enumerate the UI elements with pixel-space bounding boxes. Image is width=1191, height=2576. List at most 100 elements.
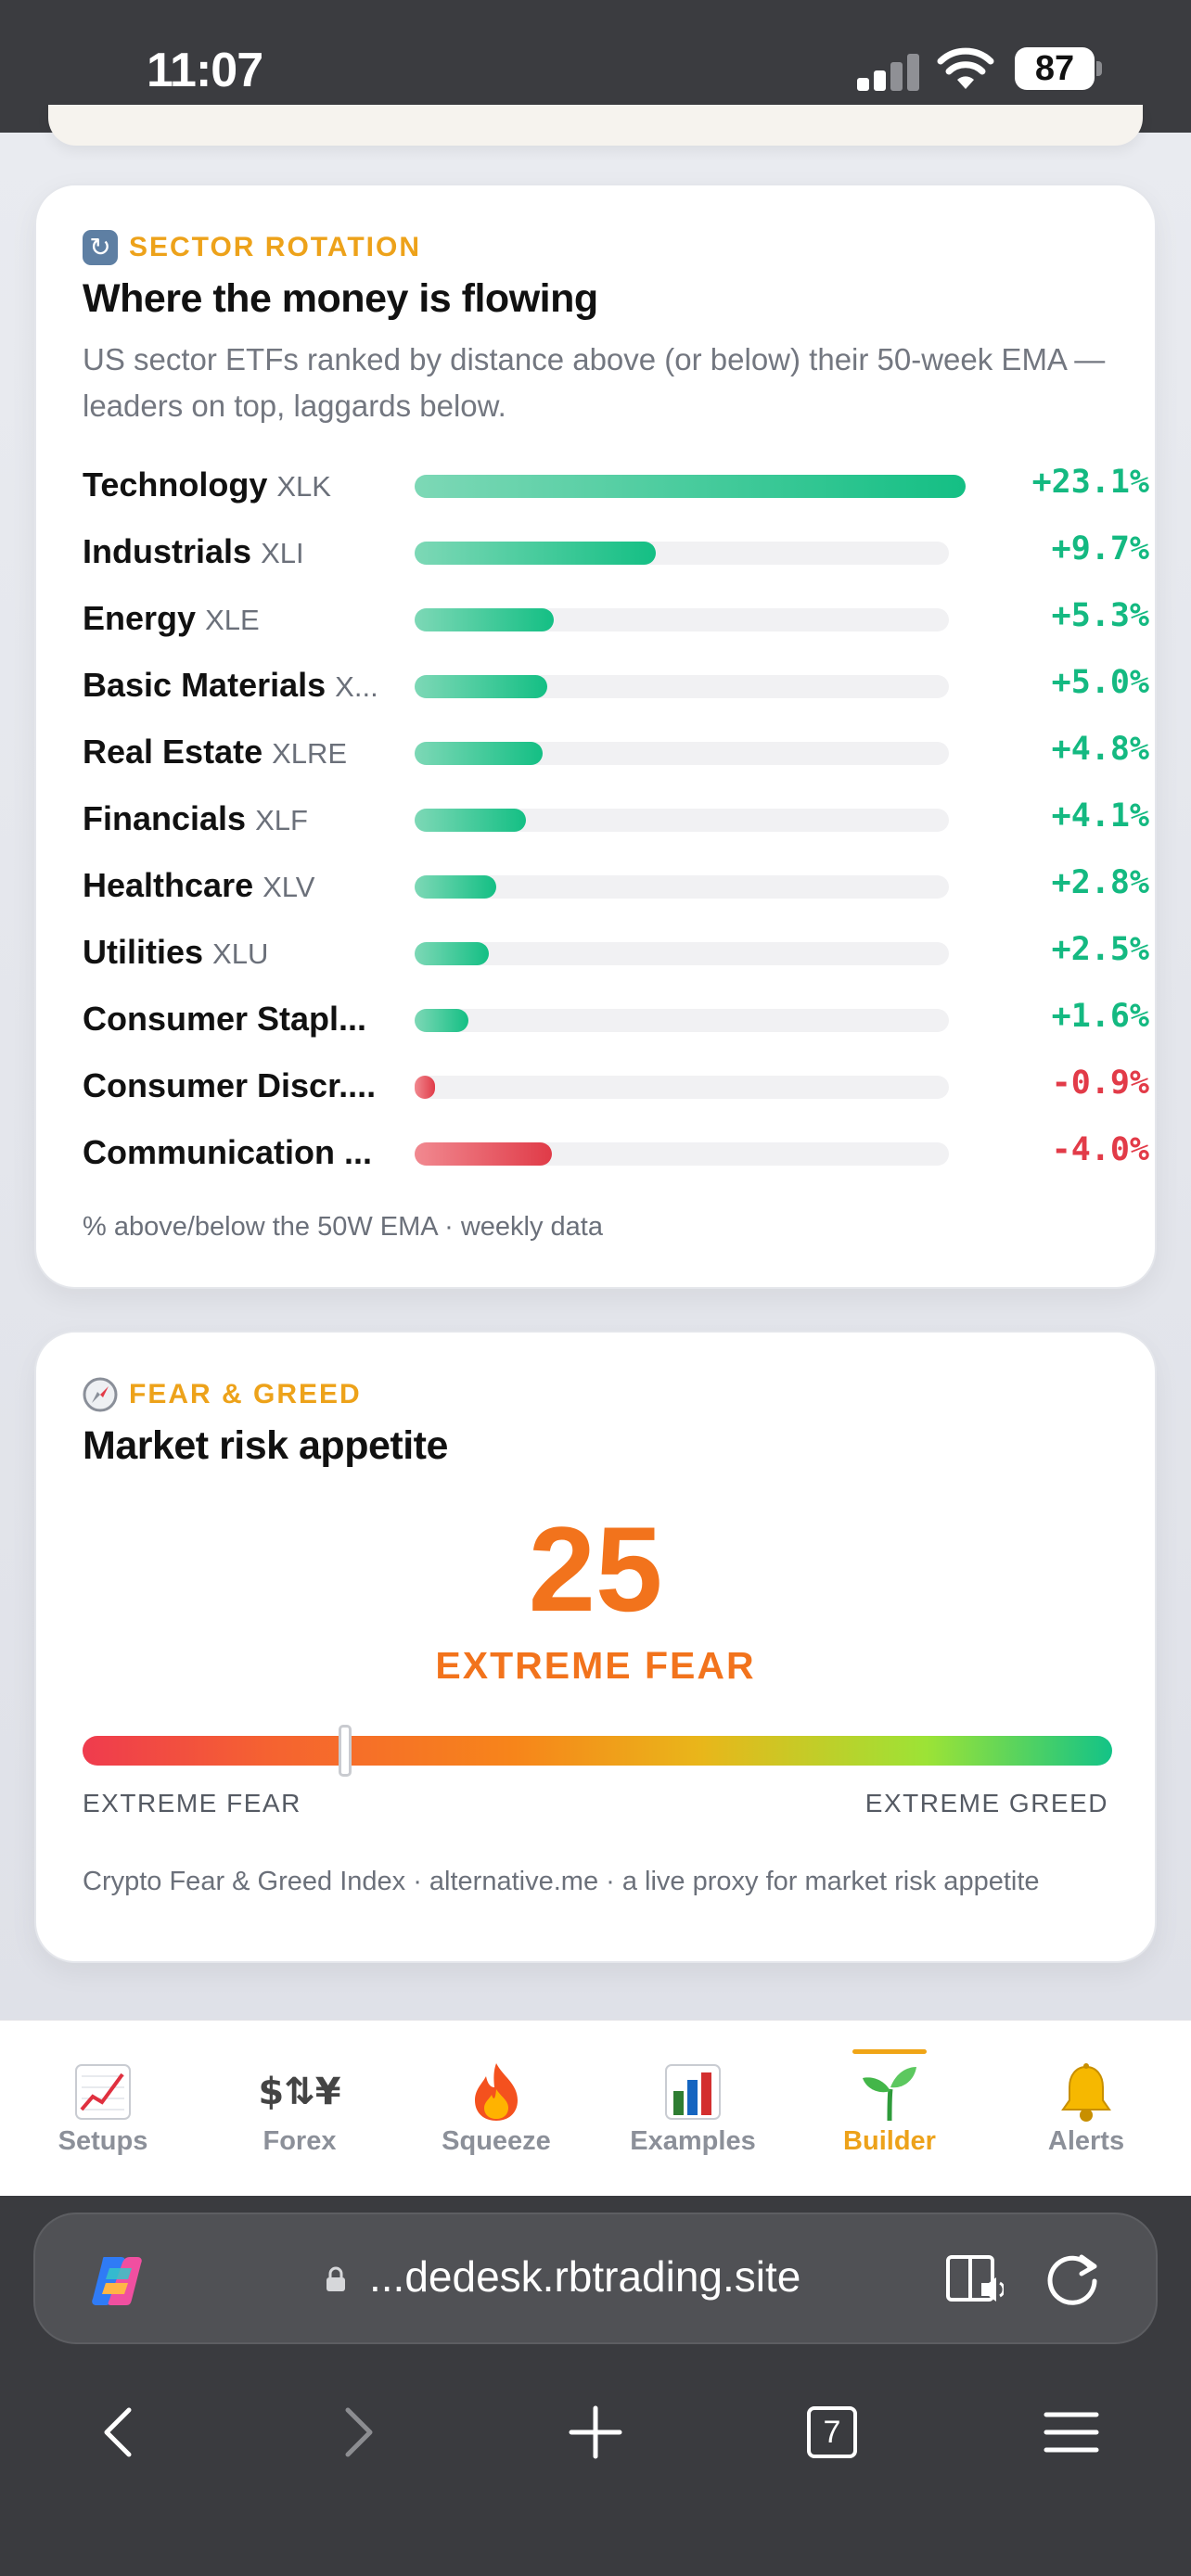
compass-icon bbox=[83, 1377, 118, 1412]
sector-bar bbox=[415, 742, 543, 765]
new-tab-button[interactable] bbox=[554, 2381, 637, 2483]
sector-label: Energy bbox=[83, 599, 197, 637]
sector-label: Basic Materials bbox=[83, 666, 327, 704]
sector-row: Real Estate XLRE +4.8% bbox=[83, 727, 1149, 777]
lock-icon bbox=[327, 2266, 345, 2291]
sector-name: Utilities XLU bbox=[83, 933, 407, 972]
sector-name: Technology XLK bbox=[83, 465, 407, 504]
browser-toolbar: ...dedesk.rbtrading.site 7 bbox=[0, 2196, 1191, 2576]
url-text[interactable]: ...dedesk.rbtrading.site bbox=[369, 2252, 801, 2301]
sector-bar-track bbox=[415, 875, 949, 899]
fear-greed-gauge bbox=[83, 1725, 1112, 1777]
sector-row: Financials XLF +4.1% bbox=[83, 794, 1149, 844]
sector-eyebrow-label: SECTOR ROTATION bbox=[129, 232, 421, 262]
sector-label: Technology bbox=[83, 465, 268, 504]
tab-squeeze-label: Squeeze bbox=[442, 2126, 551, 2156]
sector-value: +4.1% bbox=[1051, 797, 1149, 835]
reload-icon[interactable] bbox=[1044, 2250, 1102, 2307]
bar-chart-icon bbox=[594, 2058, 792, 2126]
sector-bar-track bbox=[415, 608, 949, 631]
fear-greed-note: Crypto Fear & Greed Index · alternative.… bbox=[83, 1867, 1040, 1896]
battery-tip bbox=[1096, 61, 1102, 76]
sector-value: +4.8% bbox=[1051, 731, 1149, 768]
gauge-left-label: EXTREME FEAR bbox=[83, 1789, 301, 1817]
sector-label: Industrials bbox=[83, 532, 252, 570]
sector-row: Utilities XLU +2.5% bbox=[83, 927, 1149, 977]
sector-label: Consumer Discr.... bbox=[83, 1066, 377, 1104]
sector-name: Industrials XLI bbox=[83, 532, 407, 571]
fear-greed-eyebrow: FEAR & GREED bbox=[83, 1377, 362, 1412]
sector-row: Consumer Stapl... +1.6% bbox=[83, 994, 1149, 1044]
sector-value: +1.6% bbox=[1051, 998, 1149, 1035]
sector-row: Communication ... -4.0% bbox=[83, 1128, 1149, 1178]
sector-bar bbox=[415, 475, 966, 498]
sector-bar-track bbox=[415, 675, 949, 698]
status-time: 11:07 bbox=[147, 44, 263, 97]
fear-greed-label: EXTREME FEAR bbox=[435, 1644, 756, 1687]
sector-eyebrow: ↻ SECTOR ROTATION bbox=[83, 230, 421, 265]
tab-setups[interactable]: Setups bbox=[4, 2021, 202, 2197]
fear-greed-eyebrow-label: FEAR & GREED bbox=[129, 1379, 362, 1409]
tab-examples[interactable]: Examples bbox=[594, 2021, 792, 2197]
chevron-left-icon bbox=[104, 2407, 132, 2457]
reader-mode-icon[interactable] bbox=[944, 2250, 1004, 2309]
sector-name: Healthcare XLV bbox=[83, 866, 407, 905]
wifi-icon bbox=[937, 47, 994, 89]
menu-button[interactable] bbox=[1030, 2381, 1113, 2483]
sector-ticker: XLK bbox=[276, 470, 331, 503]
sector-row: Basic Materials X... +5.0% bbox=[83, 660, 1149, 710]
sector-ticker: XLV bbox=[263, 871, 315, 903]
sector-row: Technology XLK +23.1% bbox=[83, 460, 1149, 510]
tab-alerts-label: Alerts bbox=[1047, 2126, 1125, 2156]
sector-label: Communication ... bbox=[83, 1133, 373, 1171]
bell-icon bbox=[987, 2058, 1185, 2126]
address-bar[interactable]: ...dedesk.rbtrading.site bbox=[33, 2213, 1158, 2344]
sector-bar bbox=[415, 542, 656, 565]
sector-label: Financials bbox=[83, 799, 247, 837]
sector-bar bbox=[415, 809, 526, 832]
tab-alerts[interactable]: Alerts bbox=[987, 2021, 1185, 2197]
counterclockwise-arrows-icon: ↻ bbox=[83, 230, 118, 265]
sector-value: +5.0% bbox=[1051, 664, 1149, 701]
sector-value: +2.5% bbox=[1051, 931, 1149, 968]
sector-value: +9.7% bbox=[1051, 530, 1149, 567]
sector-card-title: Where the money is flowing bbox=[83, 276, 598, 321]
sector-bar-track bbox=[415, 475, 966, 498]
tab-count-icon: 7 bbox=[807, 2406, 857, 2458]
sector-bar bbox=[415, 942, 489, 965]
back-button[interactable] bbox=[76, 2381, 160, 2483]
battery-icon: 87 bbox=[1015, 47, 1095, 90]
chart-increasing-icon bbox=[4, 2058, 202, 2126]
plus-icon bbox=[569, 2405, 622, 2459]
page-content[interactable]: ↻ SECTOR ROTATION Where the money is flo… bbox=[0, 105, 1191, 2173]
sector-ticker: XLI bbox=[261, 537, 304, 569]
fear-greed-title: Market risk appetite bbox=[83, 1423, 448, 1468]
sector-bar bbox=[415, 1076, 435, 1099]
sector-row: Consumer Discr.... -0.9% bbox=[83, 1061, 1149, 1111]
copilot-icon[interactable] bbox=[87, 2251, 147, 2311]
forward-button[interactable] bbox=[317, 2381, 401, 2483]
sector-label: Healthcare bbox=[83, 866, 254, 904]
sector-value: +2.8% bbox=[1051, 864, 1149, 901]
sector-bar bbox=[415, 675, 547, 698]
sector-name: Consumer Stapl... bbox=[83, 1000, 407, 1039]
sector-value: -4.0% bbox=[1051, 1131, 1149, 1168]
sector-value: +23.1% bbox=[1031, 464, 1149, 501]
tab-setups-label: Setups bbox=[58, 2126, 148, 2156]
tab-forex-label: Forex bbox=[263, 2126, 337, 2156]
hamburger-menu-icon bbox=[1044, 2412, 1099, 2453]
sector-ticker: XLE bbox=[205, 604, 260, 636]
sector-bar-track bbox=[415, 1009, 949, 1032]
tab-forex[interactable]: $⇅¥ Forex bbox=[200, 2021, 399, 2197]
sector-bar-track bbox=[415, 1076, 949, 1099]
sector-label: Consumer Stapl... bbox=[83, 1000, 367, 1038]
fear-greed-value: 25 bbox=[528, 1501, 663, 1637]
sector-bar-track bbox=[415, 1142, 949, 1166]
sector-label: Real Estate bbox=[83, 733, 263, 771]
tab-squeeze[interactable]: Squeeze bbox=[397, 2021, 596, 2197]
tabs-button[interactable]: 7 bbox=[790, 2381, 874, 2483]
sector-ticker: XLU bbox=[212, 937, 269, 970]
active-tab-indicator bbox=[852, 2049, 927, 2054]
tab-builder[interactable]: Builder bbox=[790, 2021, 989, 2197]
sector-bar bbox=[415, 1009, 468, 1032]
